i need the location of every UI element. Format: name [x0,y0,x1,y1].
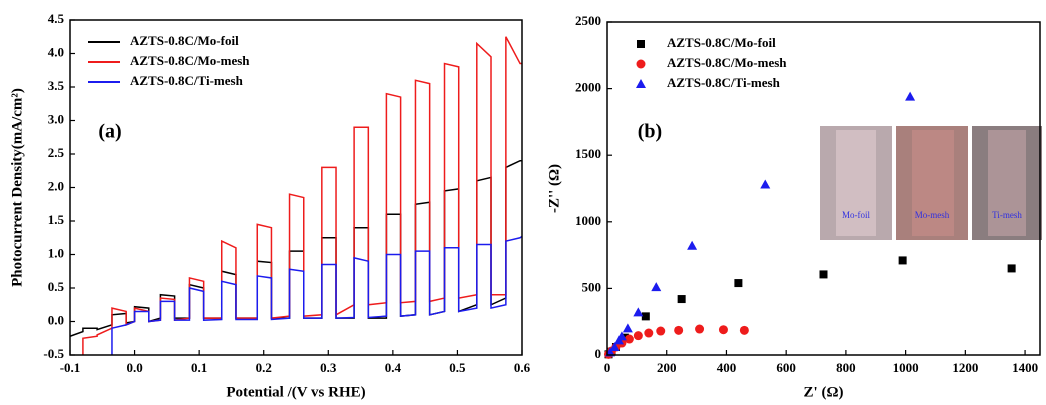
marker [656,326,666,336]
y-axis-label: Photocurrent Density(mA/cm²) [9,88,25,287]
marker [819,270,828,279]
x-tick-label: 0.1 [191,360,207,375]
x-tick-label: -0.1 [60,360,81,375]
inset-label: Mo-mesh [915,210,950,220]
marker [622,323,633,333]
marker [644,328,654,338]
marker [687,240,698,250]
x-tick-label: 1000 [893,360,919,375]
photo-sample [912,130,954,236]
y-tick-label: 1000 [575,213,601,228]
y-tick-label: 0.0 [48,312,64,327]
plot-frame [606,21,1041,356]
marker [739,325,749,335]
marker [734,279,743,288]
y-tick-label: 2500 [575,13,601,28]
y-tick-label: -0.5 [43,346,64,361]
x-tick-label: 200 [657,360,677,375]
panel-label: (a) [98,121,121,143]
x-tick-label: 800 [836,360,856,375]
y-tick-label: 0 [595,346,602,361]
marker [677,295,686,304]
y-tick-label: 4.0 [48,44,64,59]
y-tick-label: 1.5 [48,212,65,227]
marker [695,324,705,334]
x-axis-label: Z' (Ω) [804,384,844,400]
marker [674,325,684,335]
marker [641,312,650,321]
y-tick-label: 2.5 [48,145,65,160]
marker [651,282,662,292]
y-tick-label: 4.5 [48,11,65,26]
y-tick-label: 500 [582,279,602,294]
y-tick-label: 2000 [575,80,601,95]
legend-swatch [636,79,646,88]
inset-label: Ti-mesh [992,210,1022,220]
x-tick-label: 0.4 [385,360,402,375]
marker [633,331,643,341]
legend-swatch [636,59,646,69]
x-tick-label: 600 [776,360,796,375]
y-tick-label: 0.5 [48,279,65,294]
panel-label: (b) [638,121,662,143]
series-line [111,235,523,355]
marker [616,331,627,341]
legend-swatch [637,40,645,48]
plot-frame [69,19,523,356]
legend-label: AZTS-0.8C/Mo-mesh [667,55,787,70]
y-tick-label: 2.0 [48,178,64,193]
inset-label: Mo-foil [842,210,870,220]
legend-label: AZTS-0.8C/Mo-mesh [130,53,250,68]
legend-label: AZTS-0.8C/Ti-mesh [667,75,781,90]
x-tick-label: 0.2 [256,360,272,375]
y-tick-label: 1.0 [48,245,64,260]
x-tick-label: 0.6 [514,360,531,375]
x-tick-label: 0.3 [320,360,337,375]
x-tick-label: 0 [604,360,611,375]
x-tick-label: 400 [717,360,737,375]
y-tick-label: 3.0 [48,111,64,126]
legend-label: AZTS-0.8C/Mo-foil [667,35,776,50]
marker [718,325,728,335]
marker [1007,264,1016,273]
x-tick-label: 0.0 [126,360,142,375]
legend-label: AZTS-0.8C/Mo-foil [130,33,239,48]
x-tick-label: 0.5 [449,360,466,375]
x-axis-label: Potential /(V vs RHE) [226,384,365,400]
y-tick-label: 1500 [575,146,601,161]
inset-photo: Mo-foil Mo-mesh Ti-mesh [820,126,1042,240]
photo-sample [988,130,1026,236]
marker [609,342,620,352]
marker [760,179,771,189]
photo-sample [836,130,876,236]
y-tick-label: 3.5 [48,78,65,93]
x-tick-label: 1400 [1012,360,1038,375]
y-axis-label: -Z'' (Ω) [546,164,562,213]
legend-label: AZTS-0.8C/Ti-mesh [130,73,244,88]
marker [633,307,644,317]
marker [905,91,916,101]
marker [898,256,907,265]
marker [624,334,634,344]
x-tick-label: 1200 [952,360,978,375]
